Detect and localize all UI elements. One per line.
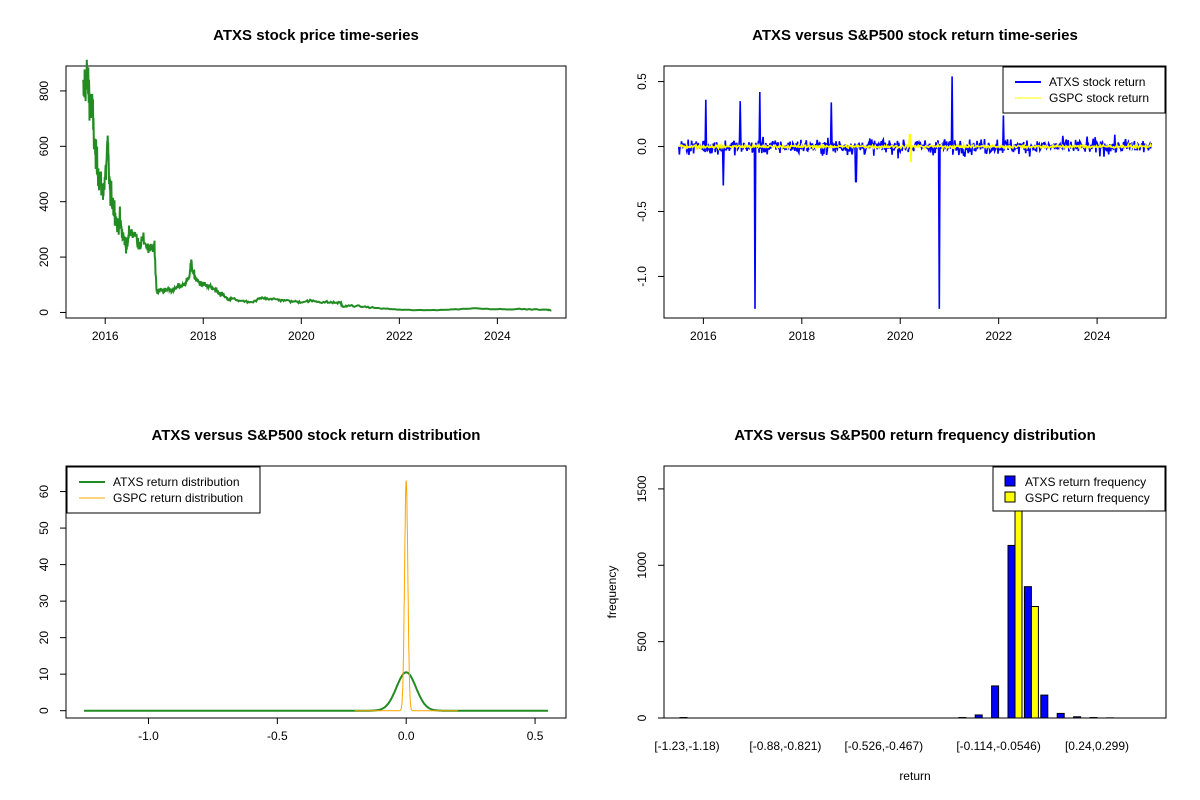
x-tick-label: [-1.23,-1.18) [654,739,719,753]
x-tick-label: 2022 [985,329,1012,343]
y-tick-label: 40 [37,558,51,572]
legend-box [1002,66,1166,114]
legend-label-atxs: ATXS stock return [1049,75,1145,89]
gspc-return-line [678,134,1152,163]
legend-swatch-gspc [1004,491,1016,503]
legend-label-gspc: GSPC return frequency [1025,491,1150,505]
y-tick-label: -0.5 [635,201,649,222]
y-tick-label: 0 [37,707,51,714]
y-tick-label: 400 [37,191,51,211]
y-tick-label: 30 [37,594,51,608]
plot-frame [663,465,1167,719]
y-tick-label: 0.0 [635,138,649,155]
y-tick-label: -1.0 [635,266,649,287]
atxs-frequency-bar [1040,694,1049,719]
atxs-density-line [84,671,548,712]
x-axis-label: return [899,769,930,783]
x-tick-label: 2020 [288,329,315,343]
legend-label-gspc: GSPC return distribution [113,491,243,505]
x-tick-label: 2024 [484,329,511,343]
x-tick-label: 2016 [690,329,717,343]
x-tick-label: [0.24,0.299) [1065,739,1129,753]
x-tick-label: [-0.114,-0.0546) [956,739,1041,753]
x-tick-label: 2018 [788,329,815,343]
atxs-frequency-bar [1056,712,1065,719]
legend-box [66,466,261,514]
x-tick-label: 2024 [1084,329,1111,343]
y-tick-label: 1000 [635,552,649,579]
y-tick-label: 0 [635,714,649,721]
atxs-frequency-bar [1007,544,1016,719]
x-tick-label: 0.0 [398,729,415,743]
x-tick-label: [-0.526,-0.467) [844,739,923,753]
y-tick-label: 0.5 [635,73,649,90]
legend-label-atxs: ATXS return distribution [113,475,240,489]
x-tick-label: 0.5 [527,729,544,743]
atxs-frequency-bar [991,685,1000,719]
chart-title: ATXS stock price time-series [213,27,419,44]
y-tick-label: 600 [37,136,51,156]
legend-swatch-atxs [1004,475,1016,487]
y-tick-label: 0 [37,309,51,316]
gspc-frequency-bar [1030,606,1039,719]
price-series-line [82,59,552,312]
x-tick-label: 2020 [887,329,914,343]
y-tick-label: 1500 [635,475,649,502]
y-tick-label: 20 [37,631,51,645]
y-tick-label: 500 [635,631,649,651]
x-tick-label: 2016 [92,329,119,343]
x-tick-label: 2018 [190,329,217,343]
y-tick-label: 200 [37,247,51,267]
plot-frame [65,65,567,319]
gspc-density-line [354,480,458,712]
x-tick-label: 2022 [386,329,413,343]
chart-title: ATXS versus S&P500 return frequency dist… [734,427,1095,444]
y-tick-label: 60 [37,485,51,499]
legend-label-atxs: ATXS return frequency [1025,475,1146,489]
atxs-frequency-bar [1023,586,1032,719]
chart-title: ATXS versus S&P500 stock return distribu… [152,427,481,444]
plot-frame [663,65,1167,319]
x-tick-label: -0.5 [267,729,288,743]
legend-label-gspc: GSPC stock return [1049,91,1149,105]
y-tick-label: 50 [37,521,51,535]
chart-title: ATXS versus S&P500 stock return time-ser… [752,27,1078,44]
legend-box [992,466,1166,512]
y-tick-label: 800 [37,81,51,101]
y-tick-label: 10 [37,667,51,681]
x-tick-label: -1.0 [138,729,159,743]
plot-frame [65,465,567,719]
y-axis-label: frequency [605,566,619,619]
x-tick-label: [-0.88,-0.821) [749,739,821,753]
